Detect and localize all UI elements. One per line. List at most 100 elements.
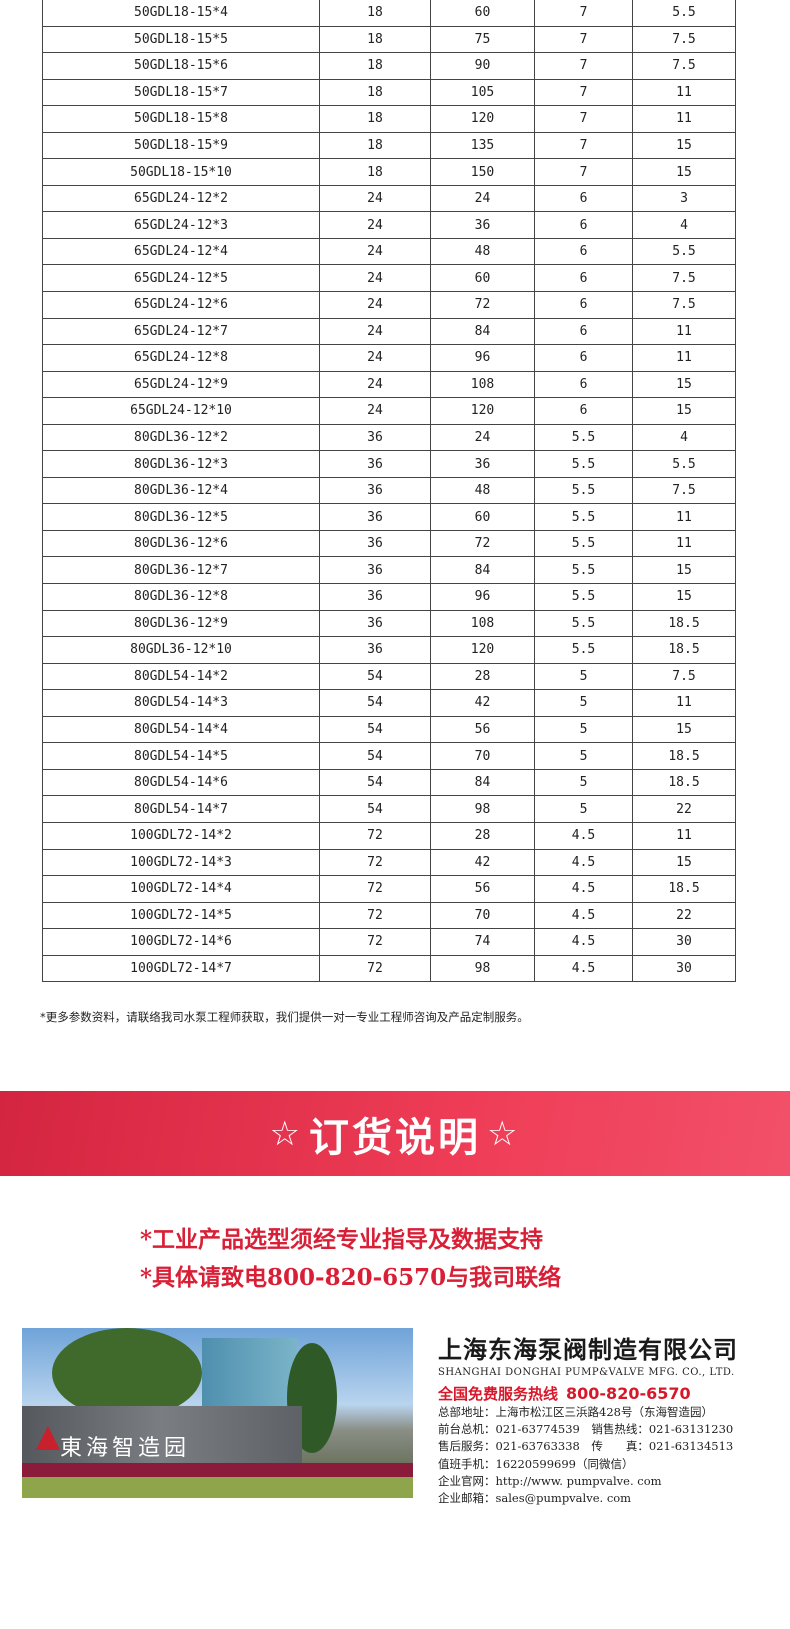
table-cell: 5.5 xyxy=(632,450,736,478)
table-cell: 5 xyxy=(534,768,633,797)
table-cell: 80GDL54-14*4 xyxy=(42,715,320,744)
table-cell: 65GDL24-12*2 xyxy=(42,184,320,213)
hotline-number[interactable]: 800-820-6570 xyxy=(566,1384,691,1403)
table-cell: 72 xyxy=(319,848,431,877)
table-row: 100GDL72-14*4 72 56 4.5 18.5 xyxy=(42,875,736,903)
table-cell: 7 xyxy=(534,105,633,133)
table-cell: 36 xyxy=(430,211,535,239)
table-cell: 36 xyxy=(319,636,431,664)
table-row: 50GDL18-15*9 18 135 7 15 xyxy=(42,131,736,160)
table-row: 65GDL24-12*6 24 72 6 7.5 xyxy=(42,291,736,319)
table-cell: 72 xyxy=(319,954,431,983)
email[interactable]: 企业邮箱：sales@pumpvalve. com xyxy=(438,1491,632,1506)
table-cell: 18 xyxy=(319,131,431,160)
table-cell: 18 xyxy=(319,78,431,107)
table-cell: 7.5 xyxy=(632,25,736,54)
table-cell: 4.5 xyxy=(534,875,633,903)
table-cell: 108 xyxy=(430,609,535,638)
table-row: 65GDL24-12*7 24 84 6 11 xyxy=(42,317,736,346)
table-row: 100GDL72-14*5 72 70 4.5 22 xyxy=(42,901,736,930)
table-row: 65GDL24-12*8 24 96 6 11 xyxy=(42,344,736,372)
phones-1: 前台总机：021-63774539 销售热线：021-63131230 xyxy=(438,1422,734,1437)
table-cell: 24 xyxy=(430,423,535,452)
table-cell: 90 xyxy=(430,52,535,80)
table-cell: 100GDL72-14*5 xyxy=(42,901,320,930)
star-icon: ☆ xyxy=(269,1113,303,1154)
table-cell: 120 xyxy=(430,636,535,664)
table-cell: 30 xyxy=(632,928,736,956)
table-row: 50GDL18-15*4 18 60 7 5.5 xyxy=(42,0,736,27)
table-cell: 7.5 xyxy=(632,476,736,505)
table-cell: 24 xyxy=(319,370,431,399)
table-cell: 80GDL36-12*7 xyxy=(42,556,320,585)
table-cell: 24 xyxy=(319,291,431,319)
table-cell: 36 xyxy=(319,423,431,452)
table-cell: 50GDL18-15*4 xyxy=(42,0,320,27)
table-cell: 22 xyxy=(632,901,736,930)
table-cell: 18.5 xyxy=(632,742,736,770)
table-cell: 3 xyxy=(632,184,736,213)
table-cell: 4.5 xyxy=(534,848,633,877)
table-cell: 54 xyxy=(319,795,431,823)
table-row: 50GDL18-15*6 18 90 7 7.5 xyxy=(42,52,736,80)
table-cell: 72 xyxy=(430,529,535,558)
table-cell: 98 xyxy=(430,795,535,823)
table-cell: 36 xyxy=(319,556,431,585)
table-cell: 5.5 xyxy=(632,237,736,266)
table-cell: 6 xyxy=(534,370,633,399)
hotline-label: 全国免费服务热线 xyxy=(438,1385,559,1403)
table-cell: 105 xyxy=(430,78,535,107)
table-cell: 50GDL18-15*7 xyxy=(42,78,320,107)
order-note-2: *具体请致电800-820-6570与我司联络 xyxy=(140,1264,562,1291)
table-cell: 54 xyxy=(319,662,431,691)
table-row: 80GDL36-12*3 36 36 5.5 5.5 xyxy=(42,450,736,478)
table-cell: 5.5 xyxy=(632,0,736,27)
table-cell: 80GDL36-12*6 xyxy=(42,529,320,558)
table-row: 80GDL36-12*9 36 108 5.5 18.5 xyxy=(42,609,736,638)
table-cell: 50GDL18-15*8 xyxy=(42,105,320,133)
table-cell: 36 xyxy=(319,503,431,531)
table-cell: 11 xyxy=(632,689,736,717)
table-cell: 6 xyxy=(534,211,633,239)
table-row: 50GDL18-15*8 18 120 7 11 xyxy=(42,105,736,133)
table-cell: 5 xyxy=(534,715,633,744)
table-row: 80GDL36-12*6 36 72 5.5 11 xyxy=(42,529,736,558)
table-cell: 80GDL36-12*10 xyxy=(42,636,320,664)
table-cell: 5.5 xyxy=(534,450,633,478)
company-name-en: SHANGHAI DONGHAI PUMP&VALVE MFG. CO., LT… xyxy=(438,1367,735,1378)
table-cell: 56 xyxy=(430,875,535,903)
table-row: 65GDL24-12*4 24 48 6 5.5 xyxy=(42,237,736,266)
table-cell: 72 xyxy=(319,901,431,930)
table-cell: 6 xyxy=(534,317,633,346)
table-cell: 80GDL54-14*2 xyxy=(42,662,320,691)
table-cell: 100GDL72-14*3 xyxy=(42,848,320,877)
table-cell: 7 xyxy=(534,0,633,27)
table-cell: 24 xyxy=(319,397,431,425)
table-cell: 5 xyxy=(534,742,633,770)
table-row: 100GDL72-14*2 72 28 4.5 11 xyxy=(42,821,736,850)
table-cell: 7.5 xyxy=(632,662,736,691)
table-cell: 42 xyxy=(430,689,535,717)
table-cell: 80GDL54-14*6 xyxy=(42,768,320,797)
table-cell: 18 xyxy=(319,25,431,54)
website[interactable]: 企业官网：http://www. pumpvalve. com xyxy=(438,1473,662,1488)
table-cell: 18 xyxy=(319,158,431,186)
company-name: 上海东海泵阀制造有限公司 xyxy=(438,1336,738,1364)
table-cell: 36 xyxy=(319,609,431,638)
table-cell: 24 xyxy=(430,184,535,213)
table-cell: 100GDL72-14*4 xyxy=(42,875,320,903)
table-cell: 98 xyxy=(430,954,535,983)
footnote: *更多参数资料，请联络我司水泵工程师获取，我们提供一对一专业工程师咨询及产品定制… xyxy=(40,1010,529,1024)
table-cell: 100GDL72-14*2 xyxy=(42,821,320,850)
order-note-1: *工业产品选型须经专业指导及数据支持 xyxy=(140,1226,544,1253)
table-cell: 65GDL24-12*3 xyxy=(42,211,320,239)
table-cell: 50GDL18-15*5 xyxy=(42,25,320,54)
table-cell: 15 xyxy=(632,715,736,744)
table-row: 65GDL24-12*2 24 24 6 3 xyxy=(42,184,736,213)
table-row: 80GDL36-12*2 36 24 5.5 4 xyxy=(42,423,736,452)
table-cell: 15 xyxy=(632,370,736,399)
table-cell: 36 xyxy=(319,583,431,611)
table-cell: 24 xyxy=(319,211,431,239)
table-cell: 36 xyxy=(430,450,535,478)
table-row: 80GDL54-14*2 54 28 5 7.5 xyxy=(42,662,736,691)
